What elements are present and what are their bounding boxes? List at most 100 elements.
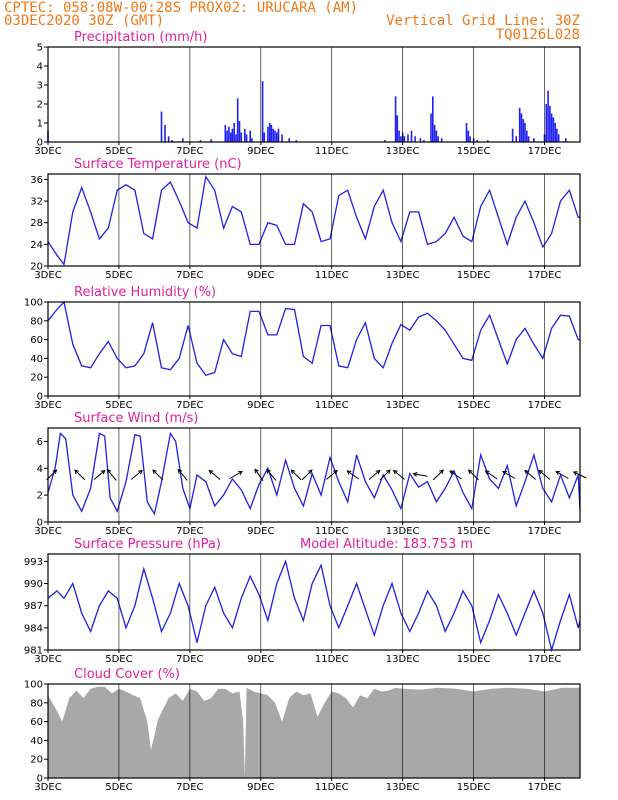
wind-arrow-shaft [502, 471, 516, 479]
panel-title: Surface Pressure (hPa) [74, 537, 221, 552]
wind-arrow [266, 468, 277, 481]
panel-frame [47, 301, 581, 397]
precip-bar [238, 121, 241, 142]
wind-arrow-head [52, 469, 58, 475]
x-tick-label: 15DEC [457, 526, 491, 537]
precip-bar [465, 123, 468, 142]
wind-arrow [290, 469, 302, 481]
wind-arrow-shaft [524, 470, 537, 480]
x-tick-label: 7DEC [176, 146, 203, 157]
y-tick-label: 60 [30, 717, 43, 728]
precip-bar [400, 136, 402, 142]
y-tick-label: 1 [37, 119, 43, 130]
wind-arrow-shaft [229, 471, 243, 479]
wind-arrow-head [237, 470, 243, 476]
panel-title: Surface Temperature (nC) [74, 157, 242, 172]
precip-bar [199, 140, 202, 142]
panel-rh: Relative Humidity (%) 0 20 40 60 80 100 3DEC 5DE… [24, 285, 581, 411]
y-tick-label: 2 [37, 491, 43, 502]
precip-bar [554, 123, 556, 142]
precip-bar [281, 134, 283, 142]
x-tick-label: 3DEC [34, 654, 61, 665]
wind-arrow-shaft [368, 470, 381, 480]
wind-arrow-shaft [177, 469, 188, 481]
wind-arrow-shaft [106, 469, 117, 481]
y-tick-label: 100 [24, 680, 43, 691]
precip-bar [419, 138, 422, 142]
precip-bar [270, 124, 273, 142]
x-tick-label: 5DEC [105, 400, 132, 411]
precip-bar [410, 130, 413, 142]
precip-bar [277, 128, 280, 142]
x-tick-label: 11DEC [315, 270, 349, 281]
x-tick-label: 9DEC [247, 526, 274, 537]
panel-wind: Surface Wind (m/s) 0 2 4 6 3DEC 5DEC 7DEC 9DEC 11… [34, 411, 587, 537]
x-tick-label: 9DEC [247, 400, 274, 411]
wind-arrow [368, 469, 381, 480]
wind-arrow-head [439, 469, 444, 475]
y-tick-label: 40 [30, 354, 43, 365]
x-tick-label: 15DEC [457, 654, 491, 665]
y-tick-label: 60 [30, 335, 43, 346]
x-tick-label: 3DEC [34, 270, 61, 281]
precip-bar [263, 132, 266, 142]
model-altitude-label: Model Altitude: 183.753 m [300, 537, 473, 552]
x-tick-label: 15DEC [457, 270, 491, 281]
header-station-line: CPTEC: 058:08W-00:28S PROX02: URUCARA (A… [4, 0, 358, 16]
header-date-line: 03DEC2020 30Z (GMT) [4, 13, 164, 29]
header-grid-line-info: Vertical Grid Line: 30Z [386, 13, 580, 29]
precip-bar [249, 130, 251, 142]
y-tick-label: 40 [30, 736, 43, 747]
wind-arrow-head [484, 470, 490, 475]
precip-bar [288, 138, 290, 142]
x-tick-label: 3DEC [34, 782, 61, 793]
y-tick-label: 80 [30, 316, 43, 327]
precip-bar [533, 138, 535, 142]
wind-arrow-head [555, 470, 561, 476]
precip-bar [240, 132, 243, 142]
precip-bar [467, 130, 470, 142]
wind-arrow [379, 469, 391, 481]
precip-bar [394, 96, 397, 142]
precip-bar [527, 136, 530, 142]
precip-bar [164, 124, 166, 142]
y-tick-label: 28 [30, 218, 43, 229]
precip-bar [261, 81, 264, 142]
panel-title: Precipitation (mm/h) [74, 30, 207, 45]
panel-cloud: Cloud Cover (%) 0 20 40 60 80 100 3DEC 5DEC 7DEC 9… [24, 667, 581, 793]
precip-bar [469, 136, 471, 142]
wind-arrow [106, 468, 117, 481]
header-model-code: TQ0126L028 [496, 27, 580, 43]
precip-bar [233, 123, 235, 142]
wind-arrow [74, 469, 86, 481]
precip-bar [229, 132, 232, 142]
precip-bar [430, 113, 432, 142]
precip-bar [272, 128, 274, 142]
x-tick-label: 11DEC [315, 654, 349, 665]
precip-bar [520, 113, 523, 142]
x-tick-label: 13DEC [386, 782, 420, 793]
precip-bar [515, 136, 517, 142]
precip-bar [245, 134, 248, 142]
panel-frame [47, 683, 581, 779]
precip-bar [524, 123, 526, 142]
wind-arrow-shaft [130, 470, 143, 480]
precip-bar [547, 90, 549, 142]
y-tick-label: 0 [37, 392, 43, 403]
wind-arrow-shaft [74, 469, 86, 481]
y-tick-label: 4 [37, 464, 43, 475]
wind-arrow-head [177, 468, 183, 474]
precip-bar [549, 105, 551, 142]
precip-bar [160, 111, 163, 142]
precip-bar [414, 136, 416, 142]
y-tick-label: 0 [37, 774, 43, 785]
wind-arrow-shaft [413, 473, 428, 477]
wind-arrow-head [538, 469, 544, 475]
precip-bar [274, 130, 276, 142]
wind-arrow-head [572, 471, 578, 476]
x-tick-label: 7DEC [176, 526, 203, 537]
precip-bar [226, 130, 228, 142]
precip-bar [396, 115, 399, 142]
wind-arrow-shaft [266, 469, 277, 481]
